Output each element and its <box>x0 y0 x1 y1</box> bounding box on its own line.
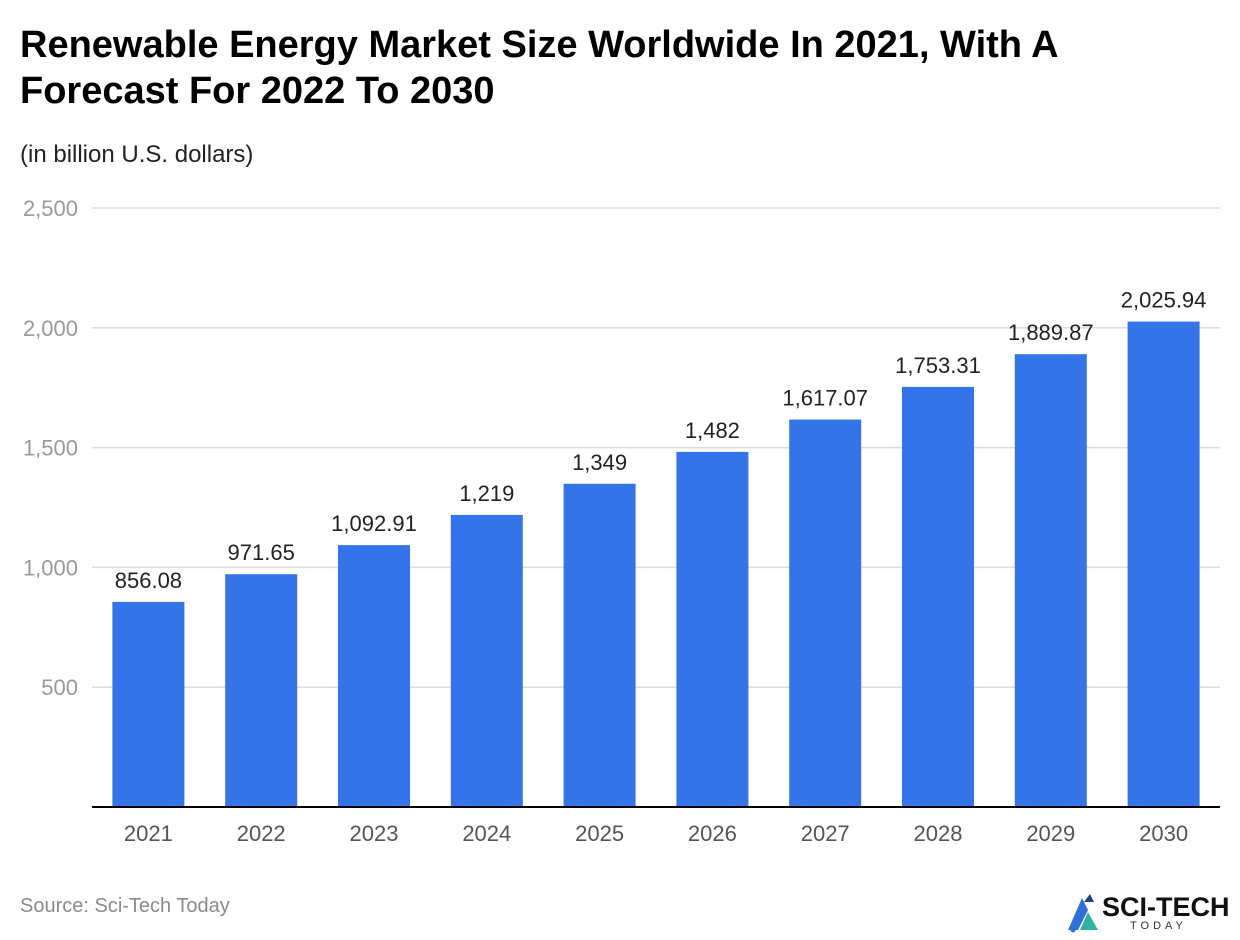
bar-2029 <box>1014 354 1087 807</box>
bar-2027 <box>789 419 862 807</box>
x-tick-label-2024: 2024 <box>462 821 511 846</box>
y-axis-ticks: 500 1,000 1,500 2,000 2,500 <box>23 196 78 700</box>
data-label-2021: 856.08 <box>115 568 182 593</box>
data-labels: 856.08 971.65 1,092.91 1,219 1,349 1,482 1,617… <box>115 288 1207 593</box>
x-axis-ticks: 2021 2022 2023 2024 2025 2026 2027 2028 2029 2030 <box>124 821 1188 846</box>
bars <box>112 321 1200 807</box>
source-note: Source: Sci-Tech Today <box>20 895 230 917</box>
bar-2023 <box>338 545 410 807</box>
y-tick-label: 2,500 <box>23 196 78 221</box>
y-tick-label: 2,000 <box>23 316 78 341</box>
data-label-2027: 1,617.07 <box>782 386 868 411</box>
chart-title: Renewable Energy Market Size Worldwide I… <box>20 24 1058 112</box>
x-tick-label-2026: 2026 <box>688 821 737 846</box>
x-tick-label-2022: 2022 <box>237 821 286 846</box>
x-tick-label-2023: 2023 <box>350 821 399 846</box>
x-tick-label-2021: 2021 <box>124 821 173 846</box>
x-tick-label-2028: 2028 <box>914 821 963 846</box>
sci-tech-logo: SCI-TECH TODAY <box>1064 890 1238 936</box>
y-tick-label: 500 <box>41 675 78 700</box>
bar-2021 <box>112 601 185 807</box>
data-label-2024: 1,219 <box>459 481 514 506</box>
x-tick-label-2025: 2025 <box>575 821 624 846</box>
bar-2022 <box>225 574 298 807</box>
data-label-2026: 1,482 <box>685 418 740 443</box>
logo-text: SCI-TECH <box>1102 892 1230 922</box>
bar-2028 <box>902 386 974 807</box>
data-label-2030: 2,025.94 <box>1121 288 1207 313</box>
bar-2025 <box>563 483 636 807</box>
bar-2026 <box>676 451 749 807</box>
data-label-2022: 971.65 <box>228 540 295 565</box>
x-tick-label-2027: 2027 <box>801 821 850 846</box>
y-tick-label: 1,000 <box>23 555 78 580</box>
data-label-2029: 1,889.87 <box>1008 320 1094 345</box>
bar-2030 <box>1127 321 1200 807</box>
x-tick-label-2030: 2030 <box>1139 821 1188 846</box>
data-label-2023: 1,092.91 <box>331 511 417 536</box>
data-label-2025: 1,349 <box>572 450 627 475</box>
bar-chart: 500 1,000 1,500 2,000 2,500 856.08 971.65 1,09… <box>23 196 1220 846</box>
logo-subtext: TODAY <box>1130 920 1187 932</box>
y-tick-label: 1,500 <box>23 436 78 461</box>
logo-mark-icon <box>1068 894 1098 933</box>
data-label-2028: 1,753.31 <box>895 353 981 378</box>
chart-subtitle: (in billion U.S. dollars) <box>20 141 254 168</box>
bar-2024 <box>450 514 523 807</box>
x-tick-label-2029: 2029 <box>1026 821 1075 846</box>
